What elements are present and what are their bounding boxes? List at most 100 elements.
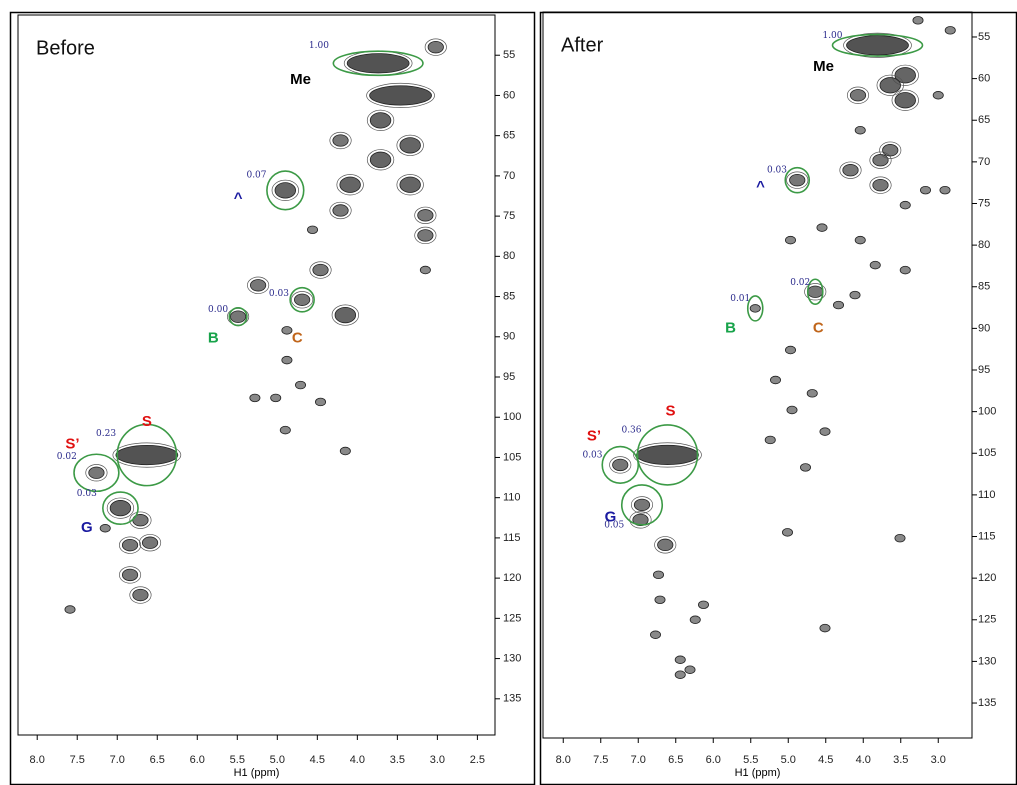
integral-region — [289, 286, 315, 313]
x-tick-label: 8.0 — [30, 754, 45, 766]
cross-peak — [654, 595, 666, 605]
cross-peak — [109, 500, 132, 517]
cross-peak — [872, 178, 889, 192]
cross-peak — [854, 235, 866, 245]
cross-peak — [419, 265, 431, 275]
assignment-label: B — [208, 329, 219, 346]
assignment-label: ^ — [756, 178, 765, 195]
cross-peak-contour — [630, 496, 654, 514]
cross-peak-contour — [396, 174, 424, 196]
cross-peak — [899, 200, 911, 210]
cross-peak — [417, 229, 434, 242]
cross-peak — [899, 265, 911, 275]
x-axis-label: H1 (ppm) — [735, 767, 781, 779]
cross-peak-contour — [633, 442, 702, 468]
y-tick-label: 70 — [978, 156, 990, 168]
y-tick-label: 65 — [503, 130, 515, 142]
x-tick-label: 3.5 — [390, 754, 405, 766]
y-tick-label: 55 — [503, 49, 515, 61]
cross-peak — [369, 112, 392, 129]
cross-peak — [842, 164, 859, 177]
assignment-label: G — [605, 508, 617, 525]
cross-peak — [88, 466, 105, 479]
y-tick-label: 125 — [503, 612, 521, 624]
x-tick-label: 4.5 — [818, 754, 833, 766]
cross-peak — [932, 91, 944, 100]
x-tick-label: 3.0 — [430, 754, 445, 766]
cross-peak — [689, 615, 701, 625]
cross-peak-contour — [106, 497, 135, 519]
cross-peak — [121, 538, 139, 552]
cross-peak — [295, 380, 307, 390]
cross-peak — [417, 209, 434, 222]
x-tick-label: 7.5 — [70, 754, 85, 766]
cross-peak — [789, 174, 806, 187]
cross-peak — [782, 528, 794, 537]
cross-peak — [346, 53, 410, 74]
integral-region — [636, 424, 699, 486]
assignment-label: S — [665, 403, 675, 420]
cross-peak — [132, 588, 149, 602]
cross-peak — [369, 85, 432, 106]
cross-peak — [819, 623, 831, 633]
cross-peak-contour — [869, 151, 892, 169]
cross-peak — [99, 524, 111, 533]
cross-peak-contour — [843, 32, 912, 58]
assignment-label: G — [81, 519, 93, 536]
assignment-label: C — [292, 329, 303, 346]
cross-peak-contour — [85, 464, 108, 482]
integral-region — [73, 453, 120, 493]
y-tick-label: 130 — [978, 655, 996, 667]
cross-peak — [399, 137, 421, 154]
y-tick-label: 80 — [503, 250, 515, 262]
y-tick-label: 65 — [978, 114, 990, 126]
cross-peak-contour — [331, 304, 359, 326]
cross-peak — [270, 393, 282, 403]
integral-label: 0.03 — [77, 489, 97, 499]
y-tick-label: 105 — [978, 447, 996, 459]
y-tick-label: 70 — [503, 170, 515, 182]
cross-peak — [312, 263, 329, 277]
cross-peak — [749, 304, 761, 313]
cross-peak-contour — [396, 134, 424, 156]
cross-peak — [121, 568, 139, 582]
cross-peak — [806, 389, 818, 398]
cross-peak — [819, 427, 831, 436]
cross-peak-contour — [112, 442, 182, 468]
cross-peak — [332, 134, 349, 147]
cross-peak — [294, 293, 311, 306]
cross-peak — [882, 144, 899, 157]
cross-peak — [334, 306, 357, 324]
assignment-label: Me — [290, 71, 311, 88]
cross-peak — [786, 405, 798, 415]
y-tick-label: 80 — [978, 239, 990, 251]
y-tick-label: 130 — [503, 652, 521, 664]
assignment-label: S’ — [65, 436, 79, 453]
y-tick-label: 95 — [978, 364, 990, 376]
integral-label: 0.02 — [57, 452, 77, 462]
x-tick-label: 6.5 — [150, 754, 165, 766]
integral-region — [620, 484, 664, 526]
cross-peak — [399, 176, 421, 193]
cross-peak-contour — [839, 161, 862, 179]
integral-label: 0.05 — [604, 520, 624, 530]
y-tick-label: 115 — [978, 530, 996, 542]
cross-peak-contour — [846, 86, 870, 104]
cross-peak — [307, 225, 319, 235]
cross-peak — [674, 655, 686, 664]
integral-label: 0.23 — [96, 429, 116, 439]
cross-peak — [894, 67, 916, 84]
cross-peak — [653, 570, 665, 580]
panel-border — [539, 11, 1017, 785]
cross-peak-contour — [654, 536, 677, 554]
x-tick-label: 2.5 — [470, 754, 485, 766]
cross-peak — [674, 670, 686, 679]
cross-peak-contour — [329, 201, 352, 220]
y-tick-label: 90 — [978, 322, 990, 334]
integral-region — [228, 307, 248, 327]
cross-peak — [939, 185, 951, 195]
cross-peak — [281, 355, 293, 365]
assignment-label: Me — [813, 58, 834, 75]
cross-peak — [281, 326, 293, 335]
cross-peak — [332, 204, 349, 217]
